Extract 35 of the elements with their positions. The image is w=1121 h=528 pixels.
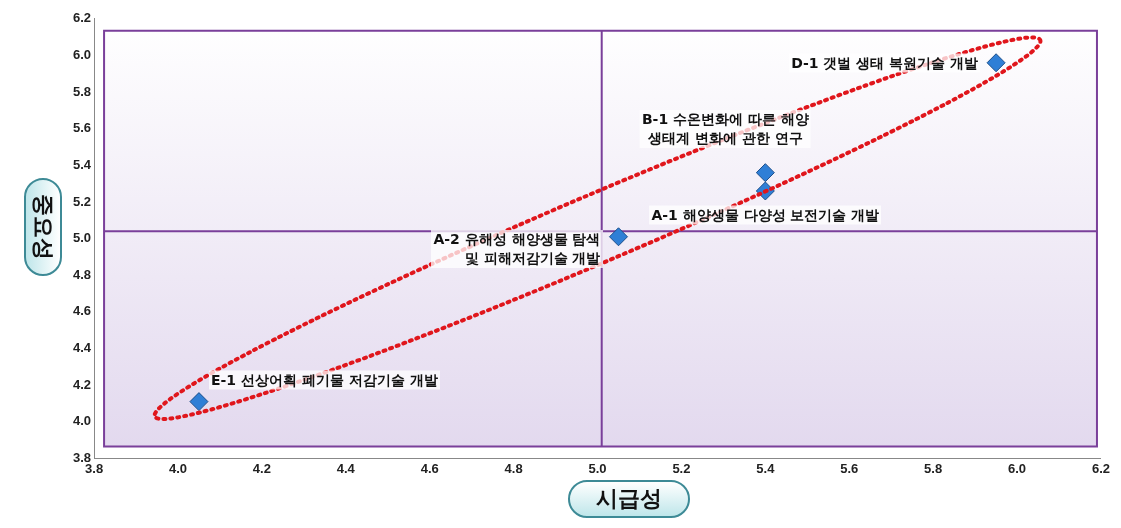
x-tick-label: 5.6 — [840, 460, 859, 476]
x-tick-label: 5.4 — [756, 460, 776, 476]
x-tick-label: 4.0 — [168, 460, 188, 476]
annotation: D-1 갯벌 생태 복원기술 개발 — [789, 53, 981, 73]
y-tick-label: 6.2 — [72, 10, 92, 26]
x-tick-label: 4.4 — [336, 460, 356, 476]
y-tick-label: 4.8 — [72, 266, 92, 282]
annotation: A-1 해양생물 다양성 보전기술 개발 — [649, 205, 882, 225]
x-tick-label: 5.2 — [672, 460, 691, 476]
y-tick-label: 4.6 — [72, 303, 92, 319]
annotation: A-2 유해성 해양생물 탐색 및 피해저감기술 개발 — [431, 229, 603, 268]
x-tick-label: 5.8 — [924, 460, 943, 476]
x-tick-label: 4.8 — [504, 460, 523, 476]
x-tick-label: 5.0 — [588, 460, 607, 476]
point — [609, 227, 628, 247]
y-axis-title: 중요성 — [24, 178, 62, 276]
y-tick-label: 5.0 — [72, 230, 92, 246]
y-tick-label: 5.8 — [72, 83, 92, 99]
x-axis-title: 시급성 — [568, 480, 690, 518]
y-tick-label: 5.4 — [72, 156, 92, 172]
x-tick-label: 4.2 — [252, 460, 271, 476]
y-tick-label: 5.2 — [72, 193, 92, 209]
x-tick-label: 6.0 — [1008, 460, 1027, 476]
x-tick-label: 4.6 — [420, 460, 439, 476]
y-tick-label: 6.0 — [72, 47, 92, 63]
y-tick-label: 4.2 — [72, 376, 92, 392]
point — [755, 163, 775, 183]
x-tick-label: 6.2 — [1091, 460, 1110, 476]
annotation: B-1 수온변화에 따른 해양 생태계 변화에 관한 연구 — [639, 109, 811, 148]
y-tick-label: 3.8 — [72, 449, 92, 465]
y-tick-label: 4.4 — [72, 340, 92, 356]
point — [986, 53, 1006, 73]
y-tick-label: 4.0 — [72, 413, 92, 429]
annotation: E-1 선상어획 폐기물 저감기술 개발 — [208, 370, 440, 390]
y-tick-label: 5.6 — [72, 120, 92, 136]
